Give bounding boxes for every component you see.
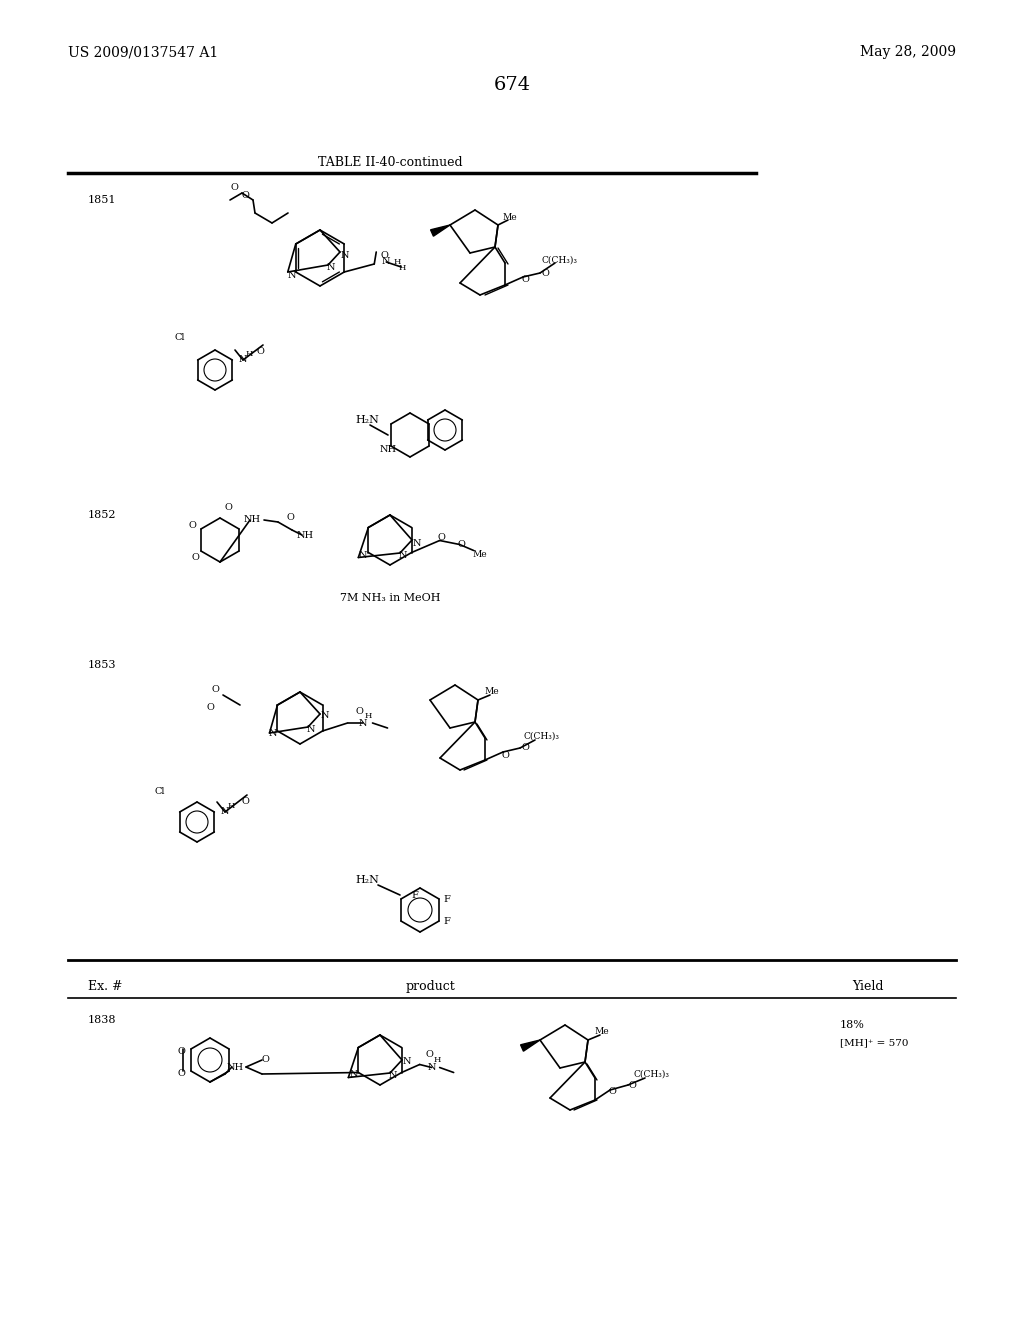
Text: O: O: [206, 704, 214, 713]
Text: O: O: [224, 503, 232, 512]
Text: O: O: [521, 743, 529, 752]
Text: C(CH₃)₃: C(CH₃)₃: [542, 256, 578, 264]
Text: US 2009/0137547 A1: US 2009/0137547 A1: [68, 45, 218, 59]
Text: N: N: [427, 1063, 436, 1072]
Text: O: O: [261, 1056, 269, 1064]
Text: 1851: 1851: [88, 195, 117, 205]
Text: O: O: [628, 1081, 636, 1089]
Text: N: N: [327, 263, 335, 272]
Text: H: H: [434, 1056, 441, 1064]
Text: N: N: [288, 271, 296, 280]
Text: F: F: [443, 916, 451, 925]
Text: Ex. #: Ex. #: [88, 979, 123, 993]
Text: N: N: [321, 711, 330, 721]
Text: N: N: [307, 725, 315, 734]
Text: O: O: [426, 1049, 433, 1059]
Text: F: F: [443, 895, 451, 903]
Text: N: N: [402, 1057, 412, 1067]
Text: Cl: Cl: [175, 333, 185, 342]
Text: C(CH₃)₃: C(CH₃)₃: [524, 731, 560, 741]
Text: NH: NH: [296, 531, 313, 540]
Text: H₂N: H₂N: [355, 875, 379, 884]
Text: product: product: [406, 979, 455, 993]
Text: NH: NH: [226, 1063, 244, 1072]
Text: 7M NH₃ in MeOH: 7M NH₃ in MeOH: [340, 593, 440, 603]
Text: O: O: [608, 1088, 616, 1097]
Text: O: O: [355, 706, 364, 715]
Text: H₂N: H₂N: [355, 414, 379, 425]
Text: O: O: [177, 1068, 185, 1077]
Text: NH: NH: [380, 446, 396, 454]
Text: O: O: [188, 520, 196, 529]
Text: N: N: [349, 1071, 357, 1078]
Text: N: N: [389, 1071, 397, 1080]
Text: N: N: [358, 550, 367, 560]
Text: O: O: [256, 347, 264, 356]
Text: O: O: [211, 685, 219, 694]
Text: N: N: [239, 355, 247, 364]
Text: H: H: [227, 803, 234, 810]
Text: F: F: [412, 891, 419, 900]
Text: H: H: [398, 264, 406, 272]
Text: N: N: [341, 251, 349, 260]
Text: O: O: [177, 1047, 185, 1056]
Text: O: O: [501, 751, 509, 759]
Text: 18%: 18%: [840, 1020, 865, 1030]
Text: [MH]⁺ = 570: [MH]⁺ = 570: [840, 1038, 908, 1047]
Text: O: O: [541, 268, 549, 277]
Text: 1852: 1852: [88, 510, 117, 520]
Text: TABLE II-40-continued: TABLE II-40-continued: [317, 157, 462, 169]
Text: O: O: [458, 540, 466, 549]
Text: O: O: [521, 276, 529, 285]
Text: O: O: [380, 252, 388, 260]
Text: O: O: [230, 182, 238, 191]
Text: Cl: Cl: [155, 788, 165, 796]
Text: H: H: [246, 350, 253, 358]
Text: 1838: 1838: [88, 1015, 117, 1026]
Text: N: N: [221, 808, 229, 817]
Text: Yield: Yield: [852, 979, 884, 993]
Text: Me: Me: [595, 1027, 609, 1036]
Text: 1853: 1853: [88, 660, 117, 671]
Text: C(CH₃)₃: C(CH₃)₃: [634, 1069, 670, 1078]
Polygon shape: [520, 1040, 540, 1051]
Text: N: N: [413, 539, 421, 548]
Text: N: N: [268, 729, 276, 738]
Text: Me: Me: [472, 550, 487, 558]
Polygon shape: [430, 224, 450, 236]
Text: H: H: [393, 257, 401, 267]
Text: O: O: [241, 797, 249, 807]
Text: NH: NH: [244, 516, 260, 524]
Text: O: O: [286, 513, 294, 523]
Text: 674: 674: [494, 77, 530, 94]
Text: H: H: [365, 711, 372, 719]
Text: N: N: [358, 718, 367, 727]
Text: O: O: [191, 553, 199, 562]
Text: O: O: [241, 190, 249, 199]
Text: N: N: [382, 257, 390, 267]
Text: Me: Me: [484, 688, 500, 697]
Text: May 28, 2009: May 28, 2009: [860, 45, 956, 59]
Text: N: N: [398, 550, 408, 560]
Text: Me: Me: [503, 213, 517, 222]
Text: O: O: [437, 533, 445, 543]
